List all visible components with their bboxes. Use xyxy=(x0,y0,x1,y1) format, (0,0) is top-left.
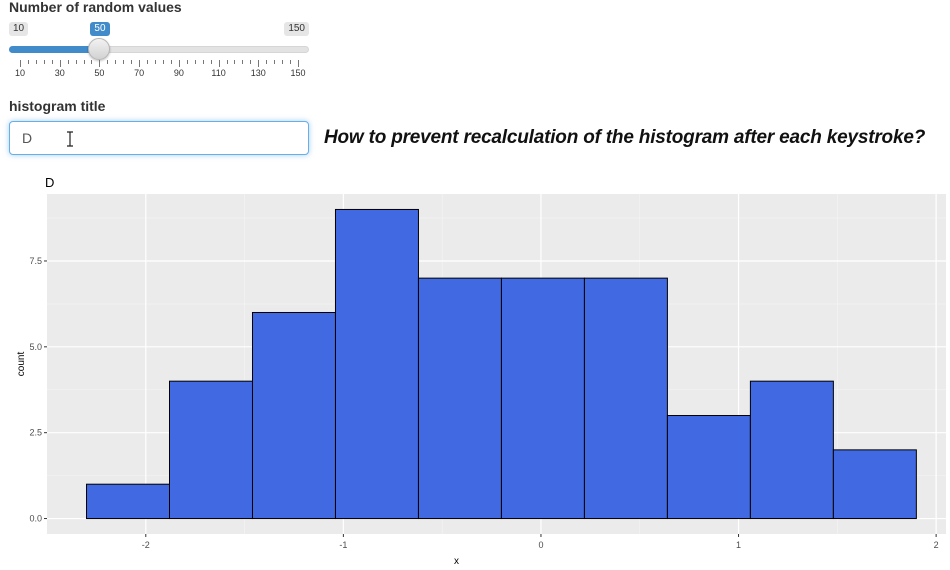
slider-tick xyxy=(115,60,117,64)
title-field-label: histogram title xyxy=(9,98,106,114)
x-tick-label: -1 xyxy=(339,540,347,550)
plot-title: D xyxy=(45,175,54,190)
slider-tick xyxy=(91,60,93,64)
slider-tick xyxy=(210,60,212,64)
y-tick-label: 2.5 xyxy=(29,428,42,438)
slider-tick-label: 30 xyxy=(54,68,65,78)
x-tick-label: -2 xyxy=(142,540,150,550)
slider-max-badge: 150 xyxy=(284,22,309,36)
x-tick-label: 0 xyxy=(538,540,543,550)
question-headline: How to prevent recalculation of the hist… xyxy=(324,127,926,148)
slider-tick xyxy=(162,60,164,64)
slider-tick xyxy=(139,60,141,67)
slider-tick xyxy=(202,60,204,64)
slider-tick xyxy=(147,60,149,64)
slider-tick xyxy=(131,60,133,64)
slider-tick xyxy=(250,60,252,64)
slider-tick-label: 70 xyxy=(134,68,145,78)
slider-tick xyxy=(170,60,172,64)
random-values-slider[interactable]: 10 150 50 10 30 50 70 90 110 130 150 xyxy=(9,20,309,80)
histogram-plot: -2 -1 0 1 2 0.0 2.5 5.0 7.5 Dx count xyxy=(16,175,946,567)
slider-label: Number of random values xyxy=(9,0,182,15)
histogram-bar xyxy=(666,415,751,520)
slider-tick-label: 10 xyxy=(14,68,26,78)
x-tick-label: 2 xyxy=(934,540,939,550)
slider-ticks: 10 30 50 70 90 110 130 150 xyxy=(9,60,309,80)
slider-tick xyxy=(178,60,180,67)
histogram-bar xyxy=(334,208,419,520)
histogram-bar xyxy=(583,277,668,520)
slider-tick-label: 90 xyxy=(173,68,184,78)
slider-tick xyxy=(290,60,292,64)
slider-min-badge: 10 xyxy=(9,22,29,36)
slider-tick xyxy=(194,60,196,64)
histogram-bar xyxy=(169,380,253,520)
slider-tick xyxy=(186,60,188,64)
slider-tick xyxy=(75,60,77,64)
slider-tick xyxy=(123,60,125,64)
y-tick-label: 0.0 xyxy=(29,514,42,524)
slider-tick xyxy=(258,60,260,67)
text-cursor-icon xyxy=(67,131,73,147)
histogram-bar xyxy=(749,380,834,520)
slider-tick xyxy=(51,60,53,64)
y-tick-label: 5.0 xyxy=(29,342,42,352)
slider-tick xyxy=(298,60,299,67)
histogram-bar xyxy=(251,311,336,520)
slider-tick xyxy=(107,60,109,64)
slider-tick xyxy=(155,60,157,64)
slider-handle[interactable] xyxy=(88,38,111,60)
slider-fill xyxy=(9,46,100,53)
slider-tick xyxy=(234,60,236,64)
x-tick-label: 1 xyxy=(736,540,741,550)
histogram-bar xyxy=(500,277,585,520)
histogram-bar xyxy=(417,277,502,520)
slider-tick xyxy=(43,60,45,64)
slider-tick xyxy=(20,60,21,67)
slider-tick-label: 50 xyxy=(94,68,105,78)
slider-tick xyxy=(266,60,268,64)
slider-tick xyxy=(83,60,85,64)
slider-tick xyxy=(99,60,101,67)
slider-tick xyxy=(59,60,61,67)
slider-tick xyxy=(226,60,228,64)
y-axis-label: count xyxy=(16,352,27,377)
histogram-title-input[interactable] xyxy=(9,121,309,155)
slider-tick xyxy=(274,60,276,64)
slider-tick xyxy=(27,60,29,64)
slider-tick-label: 130 xyxy=(250,68,266,78)
slider-tick xyxy=(242,60,244,64)
histogram-bar xyxy=(832,449,917,520)
slider-tick-label: 150 xyxy=(290,68,306,78)
slider-tick xyxy=(67,60,69,64)
slider-tick xyxy=(218,60,220,67)
x-axis-label: x xyxy=(454,556,459,567)
histogram-bar xyxy=(86,483,171,520)
slider-tick-label: 110 xyxy=(211,68,226,78)
slider-value-badge: 50 xyxy=(90,22,110,36)
y-tick-label: 7.5 xyxy=(29,256,42,266)
slider-tick xyxy=(35,60,37,64)
slider-tick xyxy=(282,60,284,64)
